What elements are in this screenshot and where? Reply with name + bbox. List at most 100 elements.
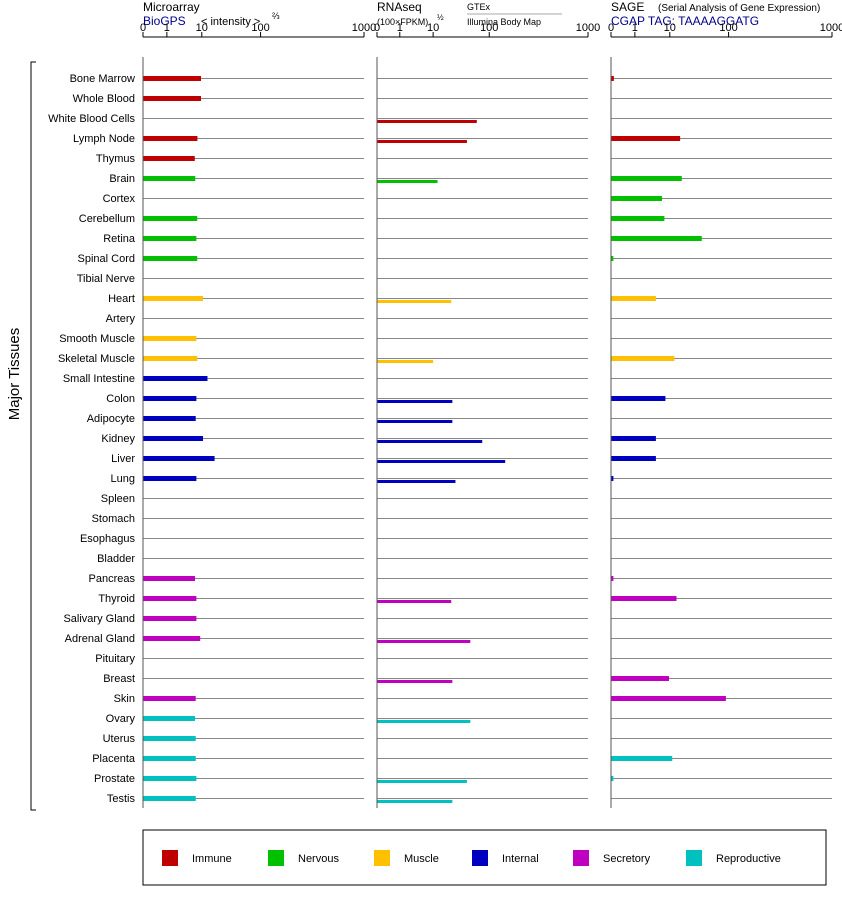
microarray-bar[interactable]: [143, 376, 208, 381]
tissue-label: Skeletal Muscle: [58, 353, 135, 365]
legend-swatch-immune: [162, 850, 178, 866]
tissue-label: Esophagus: [80, 533, 136, 545]
microarray-bar[interactable]: [143, 776, 197, 781]
sage-tick-label: 1: [632, 22, 638, 34]
sage-bar[interactable]: [611, 296, 656, 301]
microarray-bar[interactable]: [143, 736, 196, 741]
sage-bar[interactable]: [611, 696, 726, 701]
tissue-label: Placenta: [92, 753, 136, 765]
microarray-bar[interactable]: [143, 476, 197, 481]
microarray-bar[interactable]: [143, 756, 196, 761]
tissue-label: Heart: [108, 293, 135, 305]
microarray-bar[interactable]: [143, 256, 198, 261]
rnaseq-illumina-bar[interactable]: [377, 120, 477, 123]
intensity-exponent: ⅔: [272, 11, 280, 21]
rnaseq-illumina-bar[interactable]: [377, 180, 438, 183]
rnaseq-illumina-bar[interactable]: [377, 140, 467, 143]
legend-swatch-secretory: [573, 850, 589, 866]
sage-header: SAGE (Serial Analysis of Gene Expression…: [611, 0, 820, 28]
tissue-label: Bladder: [97, 553, 135, 565]
rnaseq-illumina-bar[interactable]: [377, 420, 453, 423]
sage-bar[interactable]: [611, 476, 614, 481]
microarray-bar[interactable]: [143, 136, 198, 141]
microarray-tick-label: 0: [140, 22, 146, 34]
microarray-bar[interactable]: [143, 176, 196, 181]
tissue-label: Liver: [111, 453, 135, 465]
sage-bar[interactable]: [611, 216, 665, 221]
microarray-tick-label: 1000: [352, 22, 376, 34]
rnaseq-title: RNAseq: [377, 0, 422, 14]
sage-bar[interactable]: [611, 676, 670, 681]
rnaseq-illumina-bar[interactable]: [377, 460, 506, 463]
sage-bar[interactable]: [611, 76, 614, 81]
tissue-label: Thymus: [96, 153, 136, 165]
sage-bar[interactable]: [611, 756, 673, 761]
tissue-bracket: [30, 61, 36, 811]
sage-bar[interactable]: [611, 396, 666, 401]
rnaseq-tick-label: 1: [397, 22, 403, 34]
microarray-bar[interactable]: [143, 236, 197, 241]
tissue-labels: Bone Marrow Whole Blood White Blood Cells L…: [48, 73, 136, 805]
rnaseq-illumina-bar[interactable]: [377, 480, 456, 483]
microarray-bar[interactable]: [143, 356, 198, 361]
microarray-bar[interactable]: [143, 596, 197, 601]
rnaseq-illumina-bar[interactable]: [377, 300, 452, 303]
tissue-label: Brain: [109, 173, 135, 185]
rnaseq-illumina-bar[interactable]: [377, 440, 483, 443]
expression-bars: [143, 76, 726, 803]
tissue-label: Small Intestine: [63, 373, 135, 385]
microarray-header: Microarray BioGPS < intensity > ⅔: [143, 0, 280, 28]
tissue-label: Colon: [106, 393, 135, 405]
tissue-label: Skin: [114, 693, 135, 705]
microarray-bar[interactable]: [143, 436, 204, 441]
sage-bar[interactable]: [611, 256, 614, 261]
microarray-bar[interactable]: [143, 636, 201, 641]
microarray-bar[interactable]: [143, 696, 196, 701]
rnaseq-illumina-bar[interactable]: [377, 360, 434, 363]
microarray-bar[interactable]: [143, 96, 202, 101]
microarray-bar[interactable]: [143, 336, 197, 341]
legend-label-muscle: Muscle: [404, 853, 439, 865]
sage-bar[interactable]: [611, 456, 656, 461]
sage-bar[interactable]: [611, 176, 682, 181]
rnaseq-illumina-bar[interactable]: [377, 400, 453, 403]
tissue-label: Ovary: [106, 713, 136, 725]
sage-bar[interactable]: [611, 436, 656, 441]
sage-bar[interactable]: [611, 776, 614, 781]
microarray-bar[interactable]: [143, 396, 197, 401]
rnaseq-illumina-bar[interactable]: [377, 600, 452, 603]
legend-swatch-muscle: [374, 850, 390, 866]
tissue-label: Pancreas: [89, 573, 136, 585]
microarray-bar[interactable]: [143, 216, 198, 221]
microarray-bar[interactable]: [143, 616, 197, 621]
microarray-bar[interactable]: [143, 456, 215, 461]
tissue-label: Pituitary: [95, 653, 135, 665]
microarray-bar[interactable]: [143, 296, 204, 301]
microarray-bar[interactable]: [143, 576, 196, 581]
microarray-bar[interactable]: [143, 716, 196, 721]
rnaseq-illumina-bar[interactable]: [377, 720, 471, 723]
side-label: Major Tissues: [6, 328, 23, 421]
sage-bar[interactable]: [611, 596, 677, 601]
tissue-label: Thyroid: [98, 593, 135, 605]
rnaseq-tick-label: 10: [427, 22, 439, 34]
sage-bar[interactable]: [611, 356, 675, 361]
microarray-tick-label: 100: [251, 22, 269, 34]
sage-bar[interactable]: [611, 576, 614, 581]
rnaseq-illumina-bar[interactable]: [377, 780, 467, 783]
biogps-link[interactable]: BioGPS: [143, 14, 186, 28]
cgap-tag-link[interactable]: CGAP TAG: TAAAAGGATG: [611, 14, 759, 28]
microarray-bar[interactable]: [143, 76, 202, 81]
rnaseq-illumina-bar[interactable]: [377, 800, 453, 803]
microarray-bar[interactable]: [143, 156, 195, 161]
microarray-bar[interactable]: [143, 796, 196, 801]
sage-bar[interactable]: [611, 136, 681, 141]
rnaseq-illumina-bar[interactable]: [377, 640, 471, 643]
sage-bar[interactable]: [611, 196, 663, 201]
tissue-label: Bone Marrow: [70, 73, 135, 85]
tissue-label: Testis: [107, 793, 136, 805]
tissue-label: Lung: [111, 473, 135, 485]
sage-bar[interactable]: [611, 236, 702, 241]
microarray-bar[interactable]: [143, 416, 196, 421]
rnaseq-illumina-bar[interactable]: [377, 680, 453, 683]
